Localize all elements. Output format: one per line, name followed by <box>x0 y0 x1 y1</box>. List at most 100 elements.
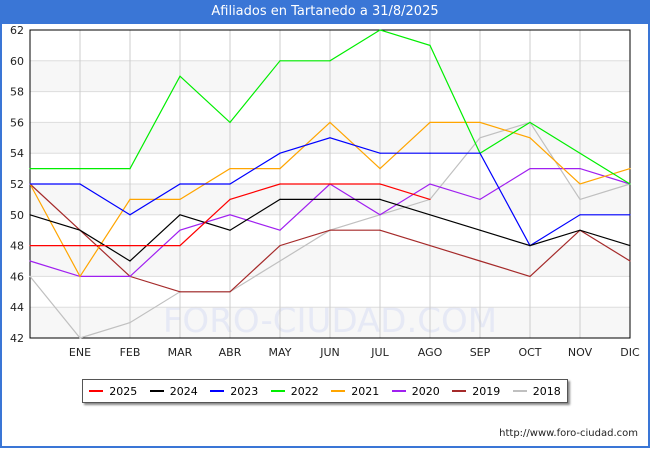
x-tick-label: DIC <box>620 346 640 359</box>
data-point-2020 <box>479 198 481 200</box>
data-point-2018 <box>129 322 131 324</box>
legend-item-2023: 2023 <box>210 385 258 398</box>
legend-item-2019: 2019 <box>452 385 500 398</box>
data-point-2021 <box>79 275 81 277</box>
legend-swatch <box>89 390 104 392</box>
data-point-2018 <box>579 198 581 200</box>
data-point-2023 <box>79 183 81 185</box>
data-point-2025 <box>279 183 281 185</box>
y-tick-label: 56 <box>10 116 24 129</box>
data-point-2024 <box>229 229 231 231</box>
data-point-2021 <box>329 121 331 123</box>
legend-item-2021: 2021 <box>331 385 379 398</box>
data-point-2023 <box>129 214 131 216</box>
data-point-2020 <box>379 214 381 216</box>
data-point-2021 <box>229 168 231 170</box>
data-point-2025 <box>79 245 81 247</box>
legend-label: 2024 <box>169 384 198 398</box>
data-point-2025 <box>329 183 331 185</box>
data-point-2024 <box>29 214 31 216</box>
x-tick-label: FEB <box>120 346 141 359</box>
data-point-2022 <box>29 168 31 170</box>
data-point-2020 <box>279 229 281 231</box>
legend-swatch <box>270 390 285 392</box>
data-point-2023 <box>179 183 181 185</box>
data-point-2021 <box>179 198 181 200</box>
legend-item-2024: 2024 <box>149 384 198 398</box>
data-point-2020 <box>129 275 131 277</box>
y-tick-label: 44 <box>10 301 24 314</box>
data-point-2022 <box>329 60 331 62</box>
data-point-2021 <box>529 137 531 139</box>
x-tick-label: MAR <box>168 346 193 359</box>
y-tick-label: 42 <box>10 332 24 345</box>
data-point-2024 <box>479 229 481 231</box>
data-point-2019 <box>279 245 281 247</box>
y-tick-label: 60 <box>10 55 24 68</box>
data-point-2020 <box>179 229 181 231</box>
data-point-2022 <box>279 60 281 62</box>
data-point-2023 <box>579 214 581 216</box>
data-point-2023 <box>279 152 281 154</box>
legend-label: 2022 <box>290 384 319 398</box>
data-point-2022 <box>229 121 231 123</box>
data-point-2022 <box>579 152 581 154</box>
x-tick-label: JUL <box>370 346 389 359</box>
data-point-2025 <box>129 245 131 247</box>
y-tick-label: 52 <box>10 178 24 191</box>
data-point-2023 <box>29 183 31 185</box>
data-point-2022 <box>379 29 381 31</box>
data-point-2023 <box>229 183 231 185</box>
data-point-2019 <box>529 275 531 277</box>
legend-swatch <box>512 390 527 392</box>
legend-label: 2019 <box>472 384 501 398</box>
legend-item-2022: 2022 <box>270 384 319 398</box>
data-point-2022 <box>79 168 81 170</box>
data-point-2020 <box>29 260 31 262</box>
data-point-2021 <box>579 183 581 185</box>
data-point-2019 <box>379 229 381 231</box>
legend-label: 2025 <box>109 384 138 398</box>
data-point-2025 <box>29 245 31 247</box>
x-tick-label: SEP <box>470 346 491 359</box>
data-point-2019 <box>479 260 481 262</box>
legend-swatch <box>331 390 346 392</box>
y-tick-label: 58 <box>10 86 24 99</box>
data-point-2025 <box>429 198 431 200</box>
data-point-2024 <box>179 214 181 216</box>
legend-item-2020: 2020 <box>391 384 440 398</box>
data-point-2019 <box>429 245 431 247</box>
data-point-2018 <box>479 137 481 139</box>
x-tick-label: AGO <box>418 346 443 359</box>
data-point-2024 <box>279 198 281 200</box>
legend: 2025 2024 2023 2022 2021 2020 2019 2018 <box>82 379 568 403</box>
chart-title: Afiliados en Tartanedo a 31/8/2025 <box>0 0 650 24</box>
legend-label: 2018 <box>532 384 561 398</box>
legend-label: 2020 <box>411 384 440 398</box>
legend-swatch <box>149 390 164 392</box>
data-point-2019 <box>629 260 631 262</box>
data-point-2020 <box>429 183 431 185</box>
data-point-2025 <box>379 183 381 185</box>
y-tick-label: 46 <box>10 270 24 283</box>
data-point-2019 <box>229 291 231 293</box>
data-point-2021 <box>629 168 631 170</box>
footer-url[interactable]: http://www.foro-ciudad.com <box>499 428 638 439</box>
x-tick-label: NOV <box>568 346 593 359</box>
data-point-2018 <box>279 260 281 262</box>
data-point-2021 <box>129 198 131 200</box>
data-point-2021 <box>379 168 381 170</box>
data-point-2023 <box>629 214 631 216</box>
data-point-2024 <box>579 229 581 231</box>
data-point-2020 <box>579 168 581 170</box>
x-tick-label: JUN <box>319 346 340 359</box>
data-point-2025 <box>179 245 181 247</box>
legend-swatch <box>210 390 225 392</box>
data-point-2023 <box>479 152 481 154</box>
data-point-2022 <box>529 121 531 123</box>
data-point-2023 <box>379 152 381 154</box>
data-point-2024 <box>379 198 381 200</box>
legend-item-2025: 2025 <box>89 385 137 398</box>
